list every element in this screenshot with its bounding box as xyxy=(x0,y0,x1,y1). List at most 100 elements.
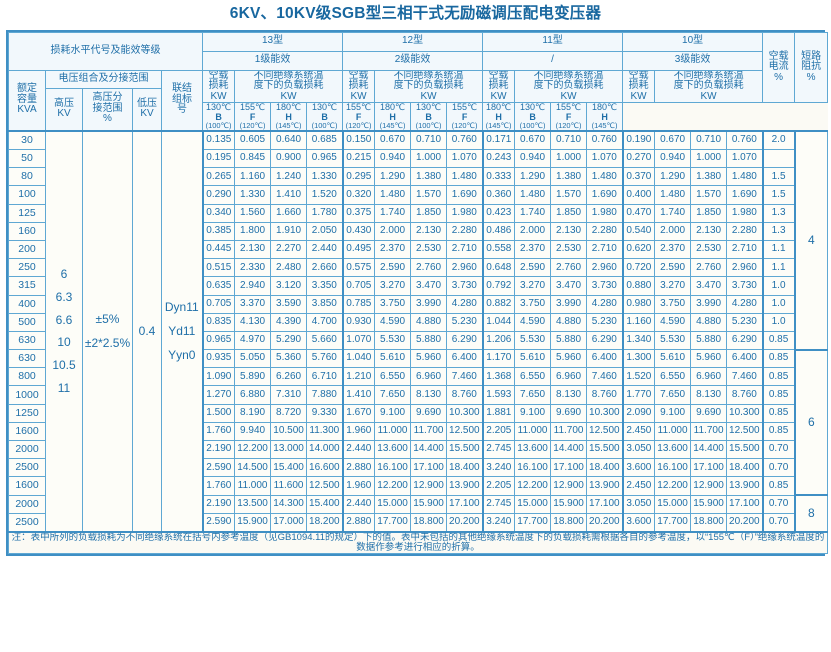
cell-no-load-current: 2.0 xyxy=(761,129,796,151)
cell-load-loss-t12: 15.500 xyxy=(446,440,484,460)
cell-load-loss-t13: 5.290 xyxy=(270,330,308,351)
cell-load-loss-t12: 0.670 xyxy=(374,129,412,151)
cell-load-loss-t12: 1.740 xyxy=(374,203,412,223)
header-row-efficiency: 1级能效 2级能效 / 3级能效 xyxy=(9,50,828,71)
cell-load-loss-t11: 1.070 xyxy=(586,149,624,169)
cell-load-loss-t11: 1.850 xyxy=(550,203,588,223)
cell-no-load-loss-t12: 1.040 xyxy=(341,349,376,369)
cell-load-loss-t12: 1.850 xyxy=(410,203,448,223)
cell-no-load-loss-t13: 0.705 xyxy=(201,294,236,314)
cell-load-loss-t13: 1.410 xyxy=(270,185,308,205)
cell-load-loss-t13: 1.160 xyxy=(234,167,272,187)
cell-load-loss-t10: 5.530 xyxy=(654,330,692,351)
cell-no-load-loss-t12: 0.150 xyxy=(341,129,376,151)
cell-load-loss-t12: 5.880 xyxy=(410,330,448,351)
cell-load-loss-t11: 20.200 xyxy=(586,512,624,533)
cell-load-loss-t12: 3.990 xyxy=(410,294,448,314)
cell-no-load-loss-t11: 0.333 xyxy=(481,167,516,187)
cell-no-load-loss-t13: 0.135 xyxy=(201,129,236,151)
cell-no-load-loss-t12: 1.670 xyxy=(341,403,376,423)
temp-header-13-B: 130℃ B (100℃) xyxy=(202,102,236,132)
cell-no-load-loss-t10: 0.620 xyxy=(621,239,656,260)
cell-load-loss-t13: 0.685 xyxy=(306,129,344,151)
cell-load-loss-t10: 0.940 xyxy=(654,149,692,169)
cell-load-loss-t13: 8.720 xyxy=(270,403,308,423)
cell-load-loss-t11: 17.700 xyxy=(514,512,552,533)
cell-load-loss-t13: 1.520 xyxy=(306,185,344,205)
cell-no-load-loss-t10: 0.880 xyxy=(621,276,656,296)
cell-load-loss-t13: 15.900 xyxy=(234,512,272,533)
cell-no-load-loss-t10: 2.450 xyxy=(621,421,656,442)
cell-load-loss-t13: 2.940 xyxy=(234,276,272,296)
cell-load-loss-t10: 1.070 xyxy=(726,149,764,169)
cell-no-load-loss-t13: 0.340 xyxy=(201,203,236,223)
cell-load-loss-t12: 4.280 xyxy=(446,294,484,314)
cell-load-loss-t10: 2.130 xyxy=(690,221,728,241)
cell-no-load-current: 0.70 xyxy=(761,512,796,533)
cell-rated-capacity: 1250 xyxy=(8,403,46,423)
cell-load-loss-t12: 12.500 xyxy=(446,421,484,442)
cell-load-loss-t11: 18.400 xyxy=(586,458,624,478)
cell-no-load-loss-t13: 0.835 xyxy=(201,312,236,332)
cell-load-loss-t12: 9.690 xyxy=(410,403,448,423)
cell-load-loss-t12: 14.400 xyxy=(410,440,448,460)
cell-load-loss-t11: 2.370 xyxy=(514,239,552,260)
cell-load-loss-t12: 1.000 xyxy=(410,149,448,169)
cell-load-loss-t13: 11.000 xyxy=(234,476,272,496)
cell-no-load-loss-t10: 2.450 xyxy=(621,476,656,496)
cell-no-load-current: 0.85 xyxy=(761,385,796,405)
cell-load-loss-t11: 15.000 xyxy=(514,494,552,514)
cell-no-load-loss-t12: 2.440 xyxy=(341,494,376,514)
cell-no-load-loss-t10: 0.720 xyxy=(621,258,656,278)
cell-load-loss-t10: 13.900 xyxy=(726,476,764,496)
cell-no-load-current: 1.5 xyxy=(761,167,796,187)
cell-load-loss-t12: 13.900 xyxy=(446,476,484,496)
cell-load-loss-t10: 9.100 xyxy=(654,403,692,423)
cell-load-loss-t12: 6.960 xyxy=(410,367,448,387)
transformer-spec-table: 损耗水平代号及能效等级 13型 12型 11型 10型 空载 电流 % 短路 阻… xyxy=(7,31,829,554)
cell-load-loss-t12: 4.590 xyxy=(374,312,412,332)
cell-load-loss-t13: 11.300 xyxy=(306,421,344,442)
cell-load-loss-t10: 20.200 xyxy=(726,512,764,533)
cell-load-loss-t13: 6.710 xyxy=(306,367,344,387)
cell-load-loss-t12: 2.760 xyxy=(410,258,448,278)
cell-load-loss-t10: 3.470 xyxy=(690,276,728,296)
cell-load-loss-t10: 4.880 xyxy=(690,312,728,332)
table-row: 160 0.385 1.800 1.910 2.050 0.430 2.000 2.130 2.… xyxy=(8,221,828,241)
temp-header-11-B: 130℃ B (100℃) xyxy=(410,102,448,132)
cell-load-loss-t12: 16.100 xyxy=(374,458,412,478)
cell-load-loss-t13: 1.910 xyxy=(270,221,308,241)
cell-load-loss-t11: 7.460 xyxy=(586,367,624,387)
connection-value: Dyn11 xyxy=(164,300,199,315)
cell-no-load-loss-t10: 2.090 xyxy=(621,403,656,423)
cell-rated-capacity: 30 xyxy=(8,129,46,151)
efficiency-header-2: 2级能效 xyxy=(342,50,484,71)
temp-header-12-H: 180℃ H (145℃) xyxy=(374,102,412,132)
cell-no-load-loss-t12: 0.375 xyxy=(341,203,376,223)
temp-header-12-B: 130℃ B (100℃) xyxy=(306,102,344,132)
cell-load-loss-t12: 1.480 xyxy=(374,185,412,205)
cell-load-loss-t12: 12.900 xyxy=(410,476,448,496)
cell-load-loss-t12: 18.800 xyxy=(410,512,448,533)
cell-load-loss-t12: 2.130 xyxy=(410,221,448,241)
cell-load-loss-t11: 3.270 xyxy=(514,276,552,296)
cell-load-loss-t10: 6.290 xyxy=(726,330,764,351)
cell-load-loss-t10: 11.000 xyxy=(654,421,692,442)
cell-no-load-loss-t10: 3.600 xyxy=(621,512,656,533)
table-row: 1250 1.500 8.190 8.720 9.330 1.670 9.100 9.690 1… xyxy=(8,403,828,423)
temp-header-13-H: 180℃ H (145℃) xyxy=(270,102,308,132)
cell-load-loss-t13: 9.940 xyxy=(234,421,272,442)
cell-load-loss-t13: 2.330 xyxy=(234,258,272,278)
cell-rated-capacity: 1600 xyxy=(8,476,46,496)
connection-header: 联结 组标 号 xyxy=(160,69,204,132)
cell-load-loss-t10: 6.550 xyxy=(654,367,692,387)
hv-value: 6 xyxy=(60,267,68,282)
hv-value: 6.3 xyxy=(55,289,73,304)
type-header-10: 10型 xyxy=(622,31,764,52)
cell-load-loss-t11: 2.280 xyxy=(586,221,624,241)
cell-no-load-loss-t11: 2.205 xyxy=(481,476,516,496)
temp-header-10-F: 155℃ F (120℃) xyxy=(550,102,588,132)
impedance-header: 短路 阻抗 % xyxy=(794,31,829,104)
cell-load-loss-t13: 1.240 xyxy=(270,167,308,187)
cell-no-load-loss-t10: 1.300 xyxy=(621,349,656,369)
